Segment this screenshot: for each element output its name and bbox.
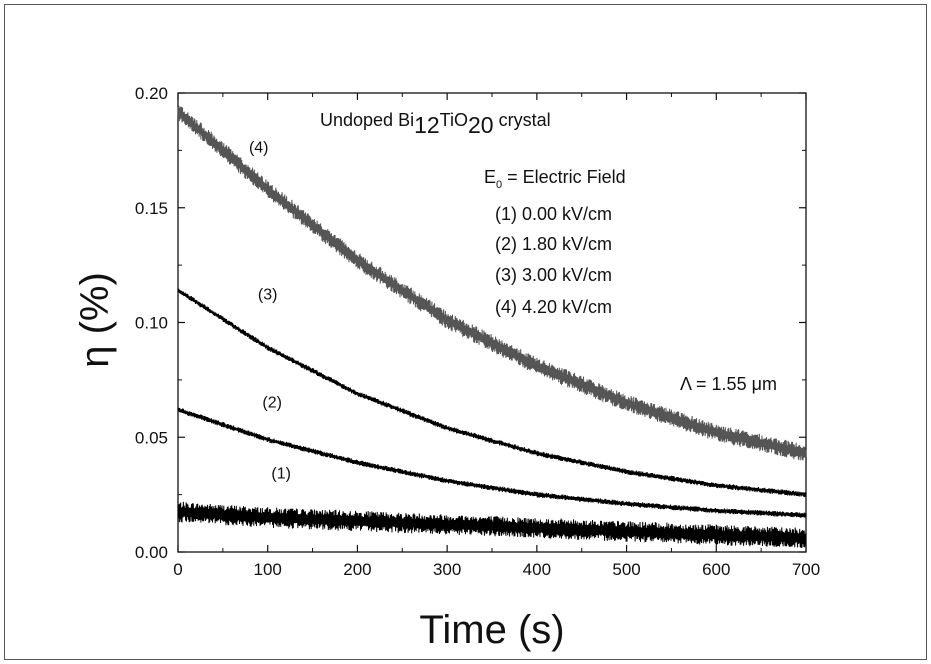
series-line-3 bbox=[177, 287, 807, 498]
legend-entry: (2) 1.80 kV/cm bbox=[495, 234, 612, 254]
legend-entry: (3) 3.00 kV/cm bbox=[495, 265, 612, 285]
x-tick-label: 100 bbox=[254, 560, 282, 579]
title-sub2: 20 bbox=[468, 112, 494, 138]
y-tick-label: 0.00 bbox=[135, 543, 168, 562]
y-tick-label: 0.10 bbox=[135, 314, 168, 333]
series-layer bbox=[177, 105, 807, 549]
figure-frame bbox=[4, 4, 927, 660]
title-suffix: crystal bbox=[494, 110, 551, 130]
legend-header-rest: = Electric Field bbox=[502, 167, 626, 187]
legend-header-sub: 0 bbox=[496, 179, 502, 191]
title-sub1: 12 bbox=[414, 112, 440, 138]
series-line-1 bbox=[177, 501, 807, 549]
series-line-4 bbox=[177, 105, 807, 461]
x-tick-label: 300 bbox=[433, 560, 461, 579]
y-tick-label: 0.20 bbox=[135, 84, 168, 103]
legend: E0 = Electric Field (1) 0.00 kV/cm (2) 1… bbox=[484, 167, 626, 317]
series-line-2 bbox=[177, 407, 807, 518]
title-mid: TiO bbox=[440, 110, 468, 130]
x-tick-label: 400 bbox=[523, 560, 551, 579]
y-axis-label: η (%) bbox=[73, 272, 117, 368]
legend-header-main: E bbox=[484, 167, 496, 187]
chart-title: Undoped Bi12TiO20 crystal bbox=[320, 110, 551, 138]
x-tick-label: 200 bbox=[343, 560, 371, 579]
y-tick-label: 0.05 bbox=[135, 428, 168, 447]
x-tick-label: 500 bbox=[612, 560, 640, 579]
x-tick-label: 600 bbox=[702, 560, 730, 579]
wavelength-label: Λ = 1.55 μm bbox=[680, 374, 777, 394]
x-axis: 0 100 200 300 400 500 600 700 bbox=[173, 93, 820, 579]
y-axis: 0.00 0.05 0.10 0.15 0.20 bbox=[135, 84, 806, 562]
legend-header: E0 = Electric Field bbox=[484, 167, 626, 191]
curve-label: (4) bbox=[249, 140, 269, 157]
curve-label: (3) bbox=[258, 287, 278, 304]
x-axis-label: Time (s) bbox=[419, 608, 564, 652]
legend-entry: (1) 0.00 kV/cm bbox=[495, 204, 612, 224]
x-tick-label: 700 bbox=[792, 560, 820, 579]
x-tick-label: 0 bbox=[173, 560, 182, 579]
curve-label: (2) bbox=[262, 394, 282, 411]
curve-labels: (1) (2) (3) (4) bbox=[249, 140, 291, 483]
title-prefix: Undoped Bi bbox=[320, 110, 414, 130]
legend-entry: (4) 4.20 kV/cm bbox=[495, 297, 612, 317]
curve-label: (1) bbox=[271, 466, 291, 483]
y-tick-label: 0.15 bbox=[135, 199, 168, 218]
